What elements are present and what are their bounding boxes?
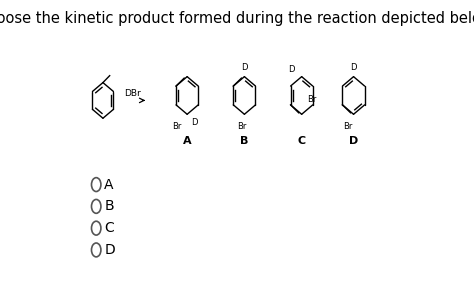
Text: Br: Br — [237, 122, 246, 131]
Text: D: D — [191, 118, 198, 127]
Text: D: D — [350, 63, 357, 72]
Text: Br: Br — [307, 95, 317, 104]
Text: B: B — [240, 136, 248, 146]
Text: Br: Br — [173, 122, 182, 131]
Text: B: B — [104, 200, 114, 213]
Text: A: A — [104, 178, 114, 192]
Text: C: C — [104, 221, 114, 235]
Text: D: D — [241, 63, 247, 72]
Text: Choose the kinetic product formed during the reaction depicted below.: Choose the kinetic product formed during… — [0, 11, 474, 26]
Text: DBr: DBr — [124, 89, 141, 98]
Text: Br: Br — [344, 122, 353, 131]
Text: D: D — [349, 136, 358, 146]
Text: D: D — [289, 65, 295, 74]
Text: C: C — [298, 136, 306, 146]
Text: A: A — [183, 136, 191, 146]
Text: D: D — [104, 243, 115, 257]
